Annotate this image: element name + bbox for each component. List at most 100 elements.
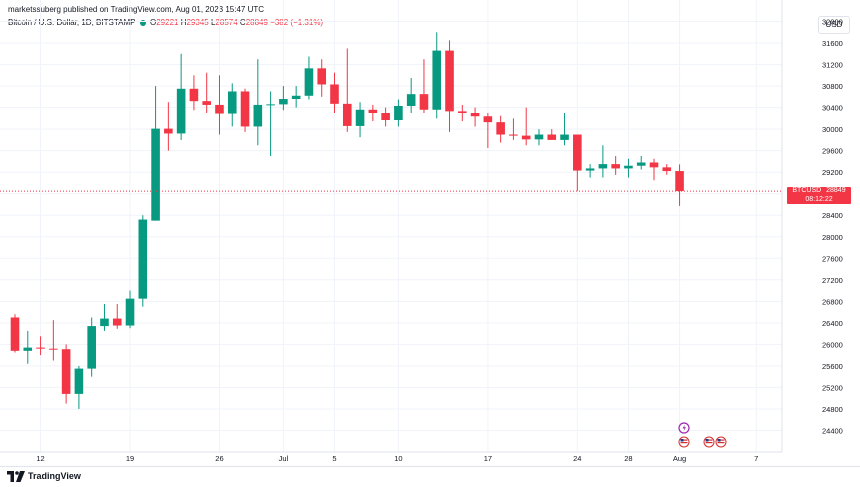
candle-body — [138, 219, 148, 299]
y-tick-label: 27600 — [822, 254, 843, 263]
candle-body — [61, 349, 71, 394]
y-tick-label: 32000 — [822, 18, 843, 27]
candles-layer — [10, 32, 684, 409]
candlestick-chart[interactable]: 24400 24800 25200 25600 26000 26400 26800 27200… — [0, 0, 860, 466]
candle-body — [368, 109, 378, 113]
high-value: 29345 — [186, 18, 209, 27]
candle-body — [521, 135, 531, 140]
x-tick-label: 10 — [394, 454, 402, 463]
candle-body — [662, 167, 672, 172]
candle-body — [189, 88, 199, 102]
y-tick-label: 26800 — [822, 297, 843, 306]
price-tag-price: 28849 — [826, 187, 846, 195]
candle-body — [317, 68, 327, 85]
time-axis[interactable]: 12 19 26 Jul 5 10 17 24 28 Aug 7 — [0, 451, 782, 463]
price-tag-symbol: BTCUSD — [792, 187, 822, 195]
tradingview-logo-icon — [7, 471, 25, 482]
candle-body — [611, 164, 620, 169]
candle-body — [394, 106, 403, 120]
y-tick-label: 30800 — [822, 82, 843, 91]
candle-body — [445, 50, 454, 112]
x-tick-label: 5 — [332, 454, 336, 463]
y-tick-label: 25600 — [822, 362, 843, 371]
tradingview-brand: TradingView — [28, 471, 81, 481]
candle-body — [176, 88, 186, 134]
candle-body — [304, 68, 314, 96]
candle-body — [215, 104, 224, 114]
candle-body — [10, 317, 20, 351]
candle-body — [585, 168, 595, 171]
candle-body — [291, 95, 301, 100]
y-tick-label: 26000 — [822, 340, 843, 349]
footer-bar: TradingView — [0, 466, 860, 487]
x-tick-label: Jul — [279, 454, 289, 463]
candle-body — [675, 171, 684, 192]
open-value: 29221 — [156, 18, 179, 27]
candle-body — [125, 298, 135, 326]
symbol-description[interactable]: Bitcoin / U.S. Dollar, 1D, BITSTAMP — [8, 18, 136, 27]
candle-body — [279, 99, 288, 105]
candle-body — [112, 318, 122, 326]
candle-body — [496, 122, 505, 135]
candle-body — [458, 111, 467, 113]
candle-body — [23, 347, 33, 351]
low-label: L — [210, 18, 216, 27]
last-price-tag: BTCUSD 28849 08:12:22 — [787, 187, 851, 205]
candle-body — [560, 134, 569, 140]
y-tick-label: 31200 — [822, 61, 843, 70]
y-tick-label: 25200 — [822, 383, 843, 392]
candle-body — [573, 134, 582, 171]
y-tick-label: 24800 — [822, 405, 843, 414]
close-label: C — [239, 18, 246, 27]
market-status-icon — [139, 19, 146, 26]
y-tick-label: 31600 — [822, 39, 843, 48]
candle-body — [342, 103, 352, 126]
candle-body — [509, 134, 518, 136]
currency-button[interactable]: USD — [818, 16, 850, 34]
chart-header: marketssuberg published on TradingView.c… — [8, 3, 323, 29]
price-axis[interactable]: 24400 24800 25200 25600 26000 26400 26800 27200… — [781, 0, 843, 452]
ohlc-legend: Bitcoin / U.S. Dollar, 1D, BITSTAMP O292… — [8, 16, 323, 29]
y-tick-label: 29600 — [822, 147, 843, 156]
y-tick-label: 24400 — [822, 426, 843, 435]
us-flag-event-icon[interactable] — [703, 436, 715, 448]
candle-body — [87, 326, 96, 369]
candle-body — [483, 116, 493, 123]
candle-body — [49, 348, 58, 350]
y-tick-label: 30000 — [822, 125, 843, 134]
x-tick-label: 26 — [215, 454, 223, 463]
candle-body — [227, 91, 237, 114]
candle-body — [432, 50, 442, 110]
x-tick-label: 19 — [126, 454, 134, 463]
low-value: 28574 — [215, 18, 238, 27]
close-value: 28849 — [245, 18, 268, 27]
candle-body — [624, 165, 633, 169]
candle-body — [151, 128, 160, 221]
change-value: −382 (−1.31%) — [270, 18, 324, 27]
publisher-line: marketssuberg published on TradingView.c… — [8, 5, 265, 14]
candle-body — [240, 91, 250, 127]
lightning-event-icon[interactable] — [678, 422, 690, 434]
candle-body — [253, 104, 263, 127]
high-label: H — [180, 18, 187, 27]
price-tag-countdown: 08:12:22 — [805, 195, 833, 203]
candle-body — [164, 128, 173, 134]
x-tick-label: 24 — [573, 454, 581, 463]
us-flag-event-icon[interactable] — [678, 436, 690, 448]
candle-body — [419, 94, 429, 110]
candle-body — [202, 101, 211, 105]
candle-body — [649, 162, 659, 168]
candle-body — [598, 164, 608, 169]
candle-body — [406, 94, 416, 107]
candle-body — [330, 84, 339, 104]
candle-body — [266, 104, 275, 106]
candle-body — [355, 109, 365, 126]
event-icons[interactable] — [678, 422, 727, 448]
us-flag-event-icon[interactable] — [715, 436, 727, 448]
candle-body — [636, 162, 646, 166]
x-tick-label: 28 — [624, 454, 632, 463]
y-tick-label: 26400 — [822, 319, 843, 328]
candle-body — [100, 318, 109, 327]
y-tick-label: 29200 — [822, 168, 843, 177]
y-tick-label: 27200 — [822, 276, 843, 285]
